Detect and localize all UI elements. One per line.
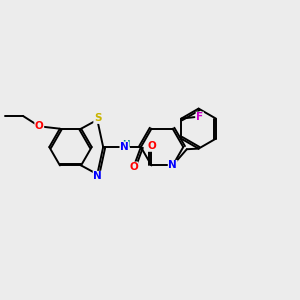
Text: N: N (93, 171, 102, 181)
Text: S: S (94, 113, 101, 123)
Text: N: N (120, 142, 129, 152)
Text: F: F (196, 112, 203, 122)
Text: O: O (147, 141, 156, 151)
Text: H: H (122, 140, 129, 148)
Text: O: O (129, 162, 138, 172)
Text: O: O (35, 121, 44, 131)
Text: N: N (168, 160, 177, 170)
